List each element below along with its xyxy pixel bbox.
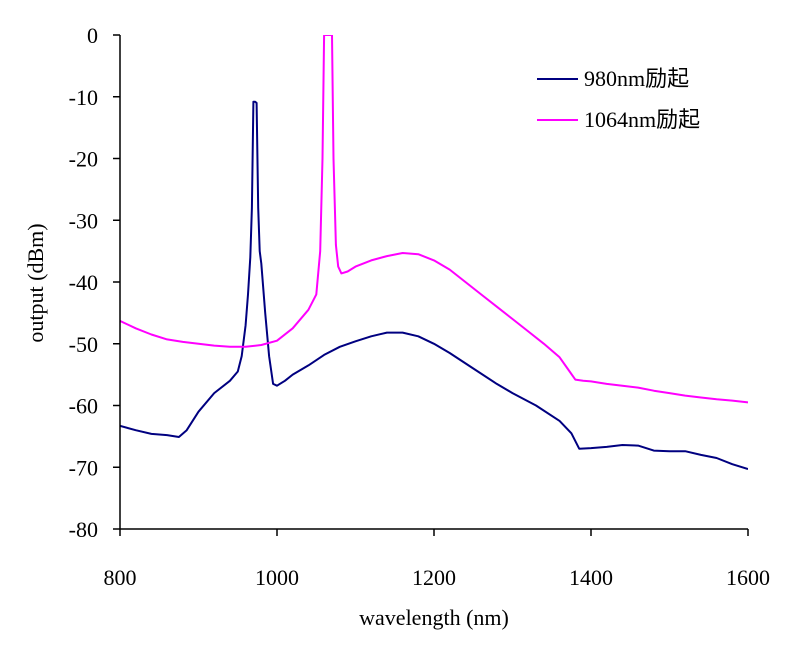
y-axis-title: output (dBm) [23, 223, 48, 342]
x-tick-label: 1400 [569, 565, 613, 590]
y-tick-label: -70 [69, 455, 98, 480]
tick-labels: 800 1000 1200 1400 1600 0 -10 -20 -30 -40 -50 -60 -7… [69, 23, 770, 590]
y-tick-label: 0 [87, 23, 98, 48]
x-tick-label: 1000 [255, 565, 299, 590]
x-tick-label: 1600 [726, 565, 770, 590]
y-tick-label: -50 [69, 332, 98, 357]
legend: 980nm励起 1064nm励起 [537, 66, 700, 132]
x-tick-label: 1200 [412, 565, 456, 590]
y-tick-label: -80 [69, 517, 98, 542]
y-tick-label: -60 [69, 394, 98, 419]
axes [113, 34, 749, 536]
x-tick-label: 800 [104, 565, 137, 590]
legend-label-1064nm: 1064nm励起 [584, 107, 700, 132]
series-line-980nm [120, 100, 748, 471]
y-tick-label: -10 [69, 85, 98, 110]
x-axis-title: wavelength (nm) [359, 605, 509, 630]
plot-lines [120, 35, 748, 471]
y-tick-label: -20 [69, 147, 98, 172]
legend-label-980nm: 980nm励起 [584, 66, 689, 91]
y-tick-label: -40 [69, 270, 98, 295]
series-line-1064nm [120, 35, 748, 404]
y-tick-label: -30 [69, 208, 98, 233]
